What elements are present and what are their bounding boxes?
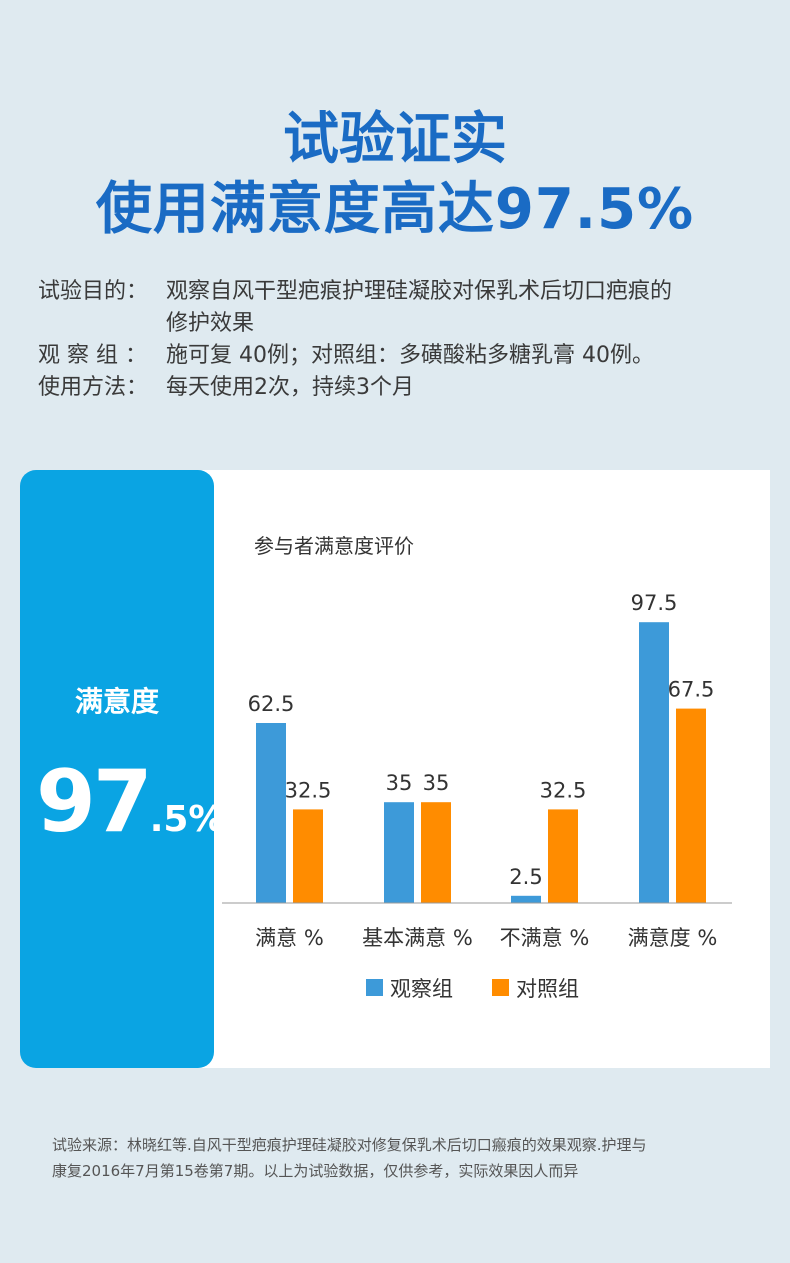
highlight-label: 满意度 [74,685,159,718]
info-group-text: 施可复 40例；对照组：多磺酸粘多糖乳膏 40例。 [166,343,654,368]
chart-card [200,470,770,1068]
bar-value-label: 62.5 [248,692,295,716]
bar-value-label: 35 [386,771,413,795]
legend-swatch-observation [366,979,383,996]
x-tick-label: 基本满意 % [362,926,473,950]
info-purpose-continuation: 修护效果 [166,311,255,336]
legend-label: 观察组 [390,977,453,1001]
bar-value-label: 32.5 [285,778,332,802]
highlight-value-integer: 97 [36,752,153,852]
legend-label: 对照组 [516,977,579,1001]
bar-value-label: 97.5 [631,591,678,615]
bar-control-1 [421,802,451,903]
info-group-row: 观 察 组 ： 施可复 40例；对照组：多磺酸粘多糖乳膏 40例。 [38,340,654,372]
bar-observation-0 [256,723,286,903]
bar-observation-3 [639,622,669,903]
x-tick-label: 满意 % [255,926,324,950]
bar-value-label: 2.5 [509,865,542,889]
bar-value-label: 32.5 [540,778,587,802]
bar-value-label: 35 [423,771,450,795]
highlight-value: 97.5% [36,752,224,852]
info-purpose-text: 观察自风干型疤痕护理硅凝胶对保乳术后切口疤痕的 [166,279,673,304]
legend-swatch-control [492,979,509,996]
footer-source-line-2: 康复2016年7月第15卷第7期。以上为试验数据，仅供参考，实际效果因人而异 [52,1162,579,1180]
bar-value-label: 67.5 [668,678,715,702]
info-purpose-label: 试验目的： [38,279,149,304]
bar-observation-2 [511,895,541,903]
bar-control-3 [676,708,706,903]
headline-subtitle: 使用满意度高达97.5% [95,177,695,242]
info-group-label: 观 察 组 ： [38,343,147,368]
bar-observation-1 [384,802,414,903]
info-method-text: 每天使用2次，持续3个月 [166,375,414,400]
bar-control-0 [293,809,323,903]
bar-chart: 62.5 32.5 满意 % 35 35 基本满意 % 2.5 32.5 不满意 % 97.5 67… [222,591,732,1001]
bar-control-2 [548,809,578,903]
info-method-label: 使用方法： [38,375,149,400]
x-tick-label: 不满意 % [500,926,590,950]
highlight-card [20,470,214,1068]
info-purpose-row: 试验目的： 观察自风干型疤痕护理硅凝胶对保乳术后切口疤痕的 [38,276,672,308]
x-tick-label: 满意度 % [628,926,718,950]
highlight-value-decimal: .5% [149,799,225,840]
chart-title: 参与者满意度评价 [254,534,414,558]
headline-title: 试验证实 [283,107,507,172]
info-method-row: 使用方法： 每天使用2次，持续3个月 [38,372,414,404]
footer-source-line-1: 试验来源：林晓红等.自风干型疤痕护理硅凝胶对修复保乳术后切口瘢痕的效果观察.护理… [52,1136,647,1154]
